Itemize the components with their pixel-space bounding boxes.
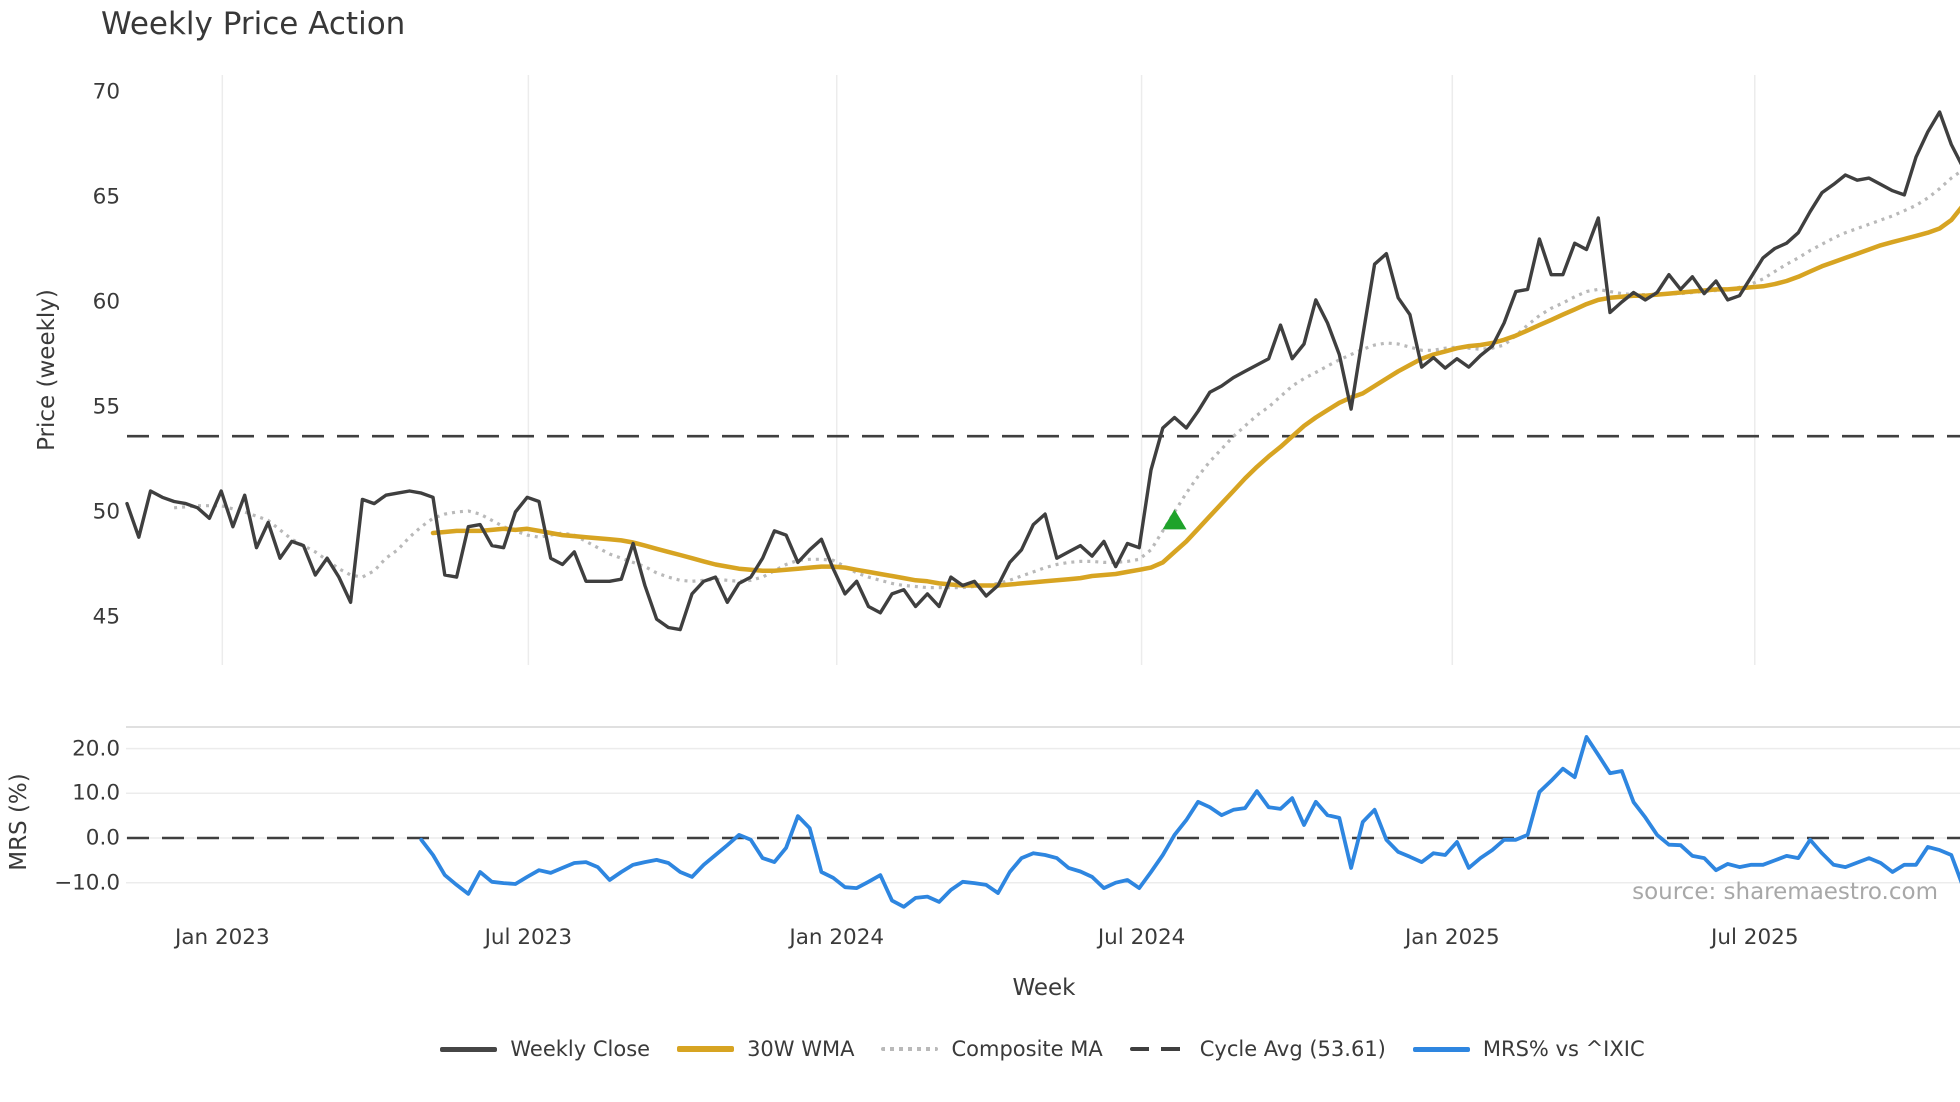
- page-title: Weekly Price Action: [101, 6, 406, 42]
- legend-label: Cycle Avg (53.61): [1199, 1037, 1386, 1061]
- price-y-axis-label: Price (weekly): [34, 289, 60, 451]
- legend-label: Composite MA: [951, 1037, 1103, 1061]
- legend-item: 30W WMA: [677, 1037, 854, 1061]
- mrs-gridlines: [126, 726, 1960, 884]
- x-tick-label: Jul 2023: [484, 925, 573, 950]
- legend-label: 30W WMA: [747, 1037, 855, 1061]
- price-y-tick-label: 45: [92, 604, 120, 630]
- legend-item: Cycle Avg (53.61): [1129, 1037, 1386, 1061]
- mrs-y-tick-label: 0.0: [85, 825, 120, 851]
- legend-swatch-dotted-icon: [881, 1047, 939, 1051]
- x-tick-label: Jan 2024: [789, 925, 885, 950]
- legend-swatch-dashed-icon: [1129, 1047, 1187, 1051]
- legend-swatch-solid-icon: [440, 1046, 498, 1052]
- price-gridlines: [221, 75, 1756, 665]
- composite-ma-line: [173, 169, 1960, 590]
- legend-label: Weekly Close: [510, 1037, 651, 1061]
- legend-swatch-solid-icon: [1412, 1046, 1470, 1052]
- weekly-close-line: [125, 110, 1960, 632]
- legend: Weekly Close 30W WMA Composite MA Cycle Avg…: [125, 1037, 1960, 1061]
- legend-swatch-solid-icon: [677, 1046, 735, 1052]
- legend-item: MRS% vs ^IXIC: [1412, 1037, 1645, 1061]
- price-y-tick-label: 70: [92, 79, 120, 105]
- x-tick-label: Jul 2024: [1097, 925, 1186, 950]
- x-axis-label: Week: [1012, 975, 1076, 1001]
- mrs-y-tick-label: 20.0: [72, 736, 120, 762]
- legend-label: MRS% vs ^IXIC: [1482, 1037, 1645, 1061]
- mrs-line: [419, 735, 1960, 909]
- x-tick-label: Jan 2023: [174, 925, 270, 950]
- price-y-tick-label: 60: [92, 289, 120, 315]
- mrs-y-tick-label: −10.0: [54, 870, 120, 896]
- watermark: source: sharemaestro.com: [1632, 879, 1938, 905]
- wma-line: [430, 205, 1960, 588]
- mrs-y-tick-label: 10.0: [72, 780, 120, 806]
- x-tick-label: Jul 2025: [1711, 925, 1799, 950]
- legend-item: Weekly Close: [440, 1037, 650, 1061]
- buy-signal-triangle-icon: [1162, 509, 1187, 530]
- x-tick-label: Jan 2025: [1404, 925, 1500, 950]
- legend-item: Composite MA: [881, 1037, 1103, 1061]
- mrs-y-axis-label: MRS (%): [6, 773, 32, 871]
- price-y-tick-label: 55: [92, 394, 120, 420]
- price-y-tick-label: 65: [92, 184, 120, 210]
- price-y-tick-label: 50: [92, 499, 120, 525]
